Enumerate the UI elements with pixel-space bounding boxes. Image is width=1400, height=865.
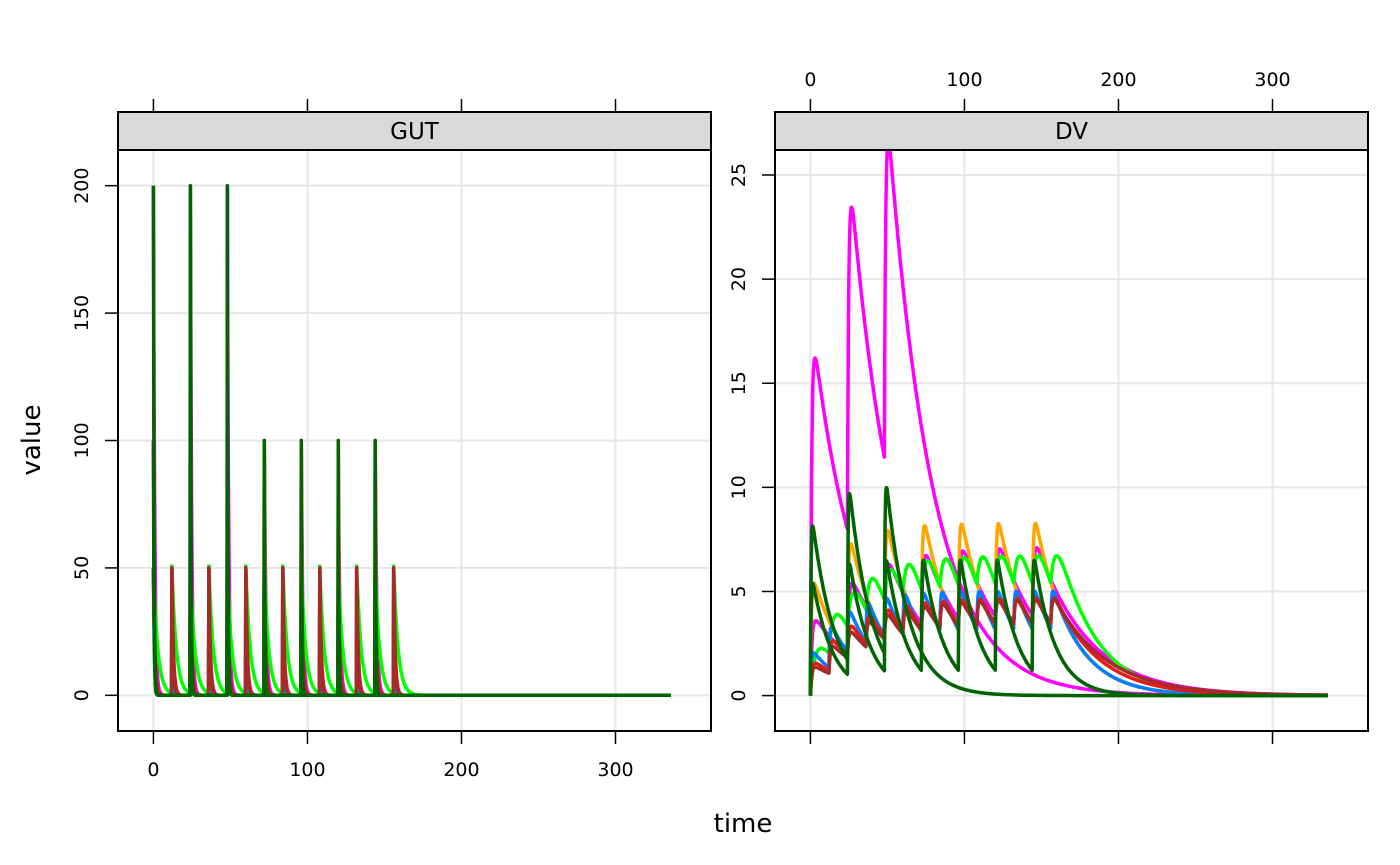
y-tick-label: 10 (728, 475, 750, 499)
y-tick-label: 5 (728, 585, 750, 597)
series-line-regimen-blue (808, 589, 1330, 698)
strip-header (117, 111, 712, 151)
y-tick-label: 50 (71, 556, 93, 580)
x-tick-label: 0 (804, 69, 816, 91)
strip-header (774, 111, 1369, 151)
x-tick-label: 300 (597, 759, 633, 781)
y-tick-label: 20 (728, 267, 750, 291)
series-line-regimen-darkgreen-2 (808, 558, 1330, 698)
series-line-regimen-darkgreen-2 (151, 438, 673, 698)
y-tick-label: 15 (728, 371, 750, 395)
panel-dv: DV 0 100 200 300 0 5 10 15 20 25 (728, 69, 1369, 744)
series-line-regimen-brown (808, 597, 1330, 697)
y-tick-label: 0 (728, 690, 750, 702)
x-tick-label: 0 (147, 759, 159, 781)
y-axis-label: value (17, 404, 47, 475)
x-tick-label: 100 (289, 759, 325, 781)
series-group (151, 183, 673, 698)
x-tick-label: 200 (1100, 69, 1136, 91)
x-tick-label: 100 (946, 69, 982, 91)
strip-label: DV (1055, 119, 1088, 145)
y-tick-label: 150 (71, 295, 93, 331)
y-tick-label: 0 (71, 689, 93, 701)
x-axis-label: time (714, 809, 773, 839)
panel-gut: GUT 0 100 200 300 0 50 100 150 200 (71, 99, 712, 781)
series-group (808, 150, 1330, 698)
y-tick-label: 100 (71, 422, 93, 458)
y-tick-label: 200 (71, 168, 93, 204)
strip-label: GUT (390, 119, 440, 145)
y-tick-label: 25 (728, 163, 750, 187)
x-tick-label: 200 (443, 759, 479, 781)
x-tick-label: 300 (1254, 69, 1290, 91)
